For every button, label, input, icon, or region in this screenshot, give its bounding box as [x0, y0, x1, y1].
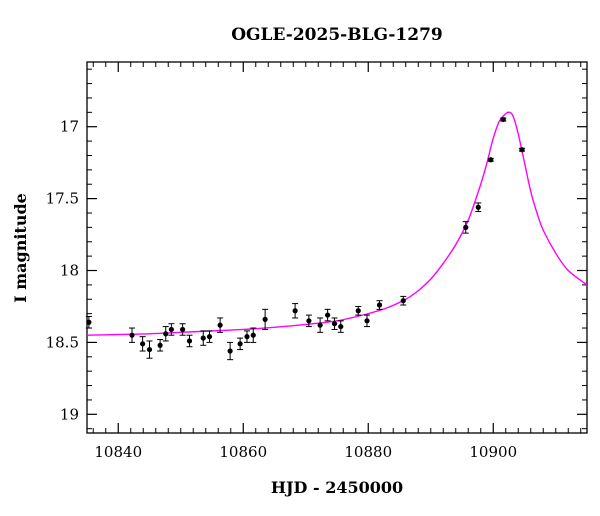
data-point — [500, 116, 507, 123]
data-point — [355, 305, 362, 316]
data-point — [400, 295, 407, 306]
ticks-group: 10840 10860 10880 10900 17 17.5 18 18.5 19 — [46, 62, 587, 461]
data-marker — [317, 322, 323, 328]
plot-frame-group — [86, 61, 588, 434]
data-point — [85, 316, 92, 329]
x-tick-label: 10840 — [94, 443, 142, 461]
data-marker — [475, 204, 481, 210]
model-group — [87, 111, 587, 336]
data-marker — [129, 332, 135, 338]
data-point — [487, 157, 494, 163]
x-tick-label: 10880 — [344, 443, 392, 461]
data-marker — [364, 318, 370, 324]
data-marker — [338, 323, 344, 330]
points-group — [85, 116, 525, 361]
y-tick-label: 17 — [60, 118, 79, 136]
data-marker — [292, 308, 298, 314]
data-point — [168, 323, 175, 336]
data-marker — [325, 312, 331, 318]
data-point — [200, 330, 207, 346]
data-marker — [86, 319, 92, 325]
data-marker — [140, 341, 146, 347]
data-marker — [237, 341, 243, 347]
data-marker — [244, 334, 250, 340]
data-marker — [463, 224, 469, 230]
plot-frame — [86, 61, 588, 434]
data-point — [337, 320, 344, 333]
data-point — [376, 300, 383, 310]
x-tick-label: 10900 — [469, 443, 517, 461]
data-point — [364, 314, 370, 328]
data-point — [129, 327, 135, 343]
y-tick-label: 18 — [60, 262, 79, 280]
data-marker — [331, 321, 338, 327]
y-tick-label: 19 — [60, 405, 79, 423]
x-axis-label: HJD - 2450000 — [271, 478, 403, 497]
data-point — [519, 147, 525, 153]
x-tick-label: 10860 — [219, 443, 267, 461]
data-point — [317, 317, 324, 333]
data-marker — [200, 335, 206, 341]
data-marker — [519, 147, 525, 153]
data-point — [305, 314, 312, 328]
y-axis-label: I magnitude — [11, 193, 30, 303]
data-marker — [355, 308, 361, 314]
data-point — [250, 327, 257, 343]
model-curve — [87, 111, 587, 336]
data-point — [157, 339, 164, 352]
data-marker — [376, 302, 383, 308]
data-marker — [400, 298, 406, 304]
data-point — [237, 337, 244, 351]
data-point — [292, 303, 299, 319]
data-point — [217, 317, 224, 333]
data-point — [475, 202, 482, 213]
y-tick-label: 17.5 — [46, 190, 79, 208]
data-marker — [168, 326, 174, 333]
data-marker — [206, 334, 213, 340]
data-point — [186, 334, 193, 348]
data-marker — [500, 116, 506, 123]
data-point — [324, 308, 331, 322]
data-point — [331, 317, 338, 330]
data-marker — [186, 338, 193, 344]
data-point — [227, 341, 234, 361]
data-marker — [306, 318, 312, 324]
data-marker — [488, 157, 494, 163]
data-marker — [262, 316, 268, 322]
data-marker — [217, 322, 223, 328]
data-point — [244, 330, 250, 343]
data-point — [179, 323, 186, 336]
data-marker — [227, 348, 233, 354]
data-marker — [163, 331, 169, 337]
data-point — [462, 221, 469, 234]
data-marker — [180, 326, 186, 333]
data-marker — [146, 346, 153, 353]
y-tick-label: 18.5 — [46, 333, 79, 351]
data-point — [162, 326, 169, 342]
data-marker — [157, 342, 163, 348]
data-point — [206, 330, 213, 343]
data-point — [139, 336, 146, 352]
data-point — [146, 340, 153, 359]
data-point — [262, 308, 269, 330]
chart-title: OGLE-2025-BLG-1279 — [231, 25, 443, 45]
data-marker — [250, 332, 256, 338]
